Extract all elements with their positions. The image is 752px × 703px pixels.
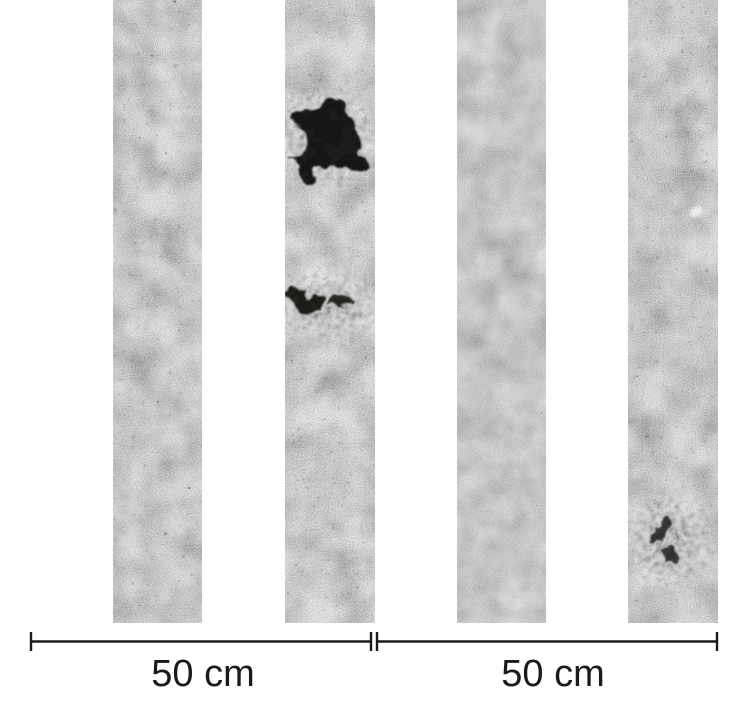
svg-text:50 cm: 50 cm <box>501 653 604 695</box>
svg-text:50 cm: 50 cm <box>151 653 254 695</box>
